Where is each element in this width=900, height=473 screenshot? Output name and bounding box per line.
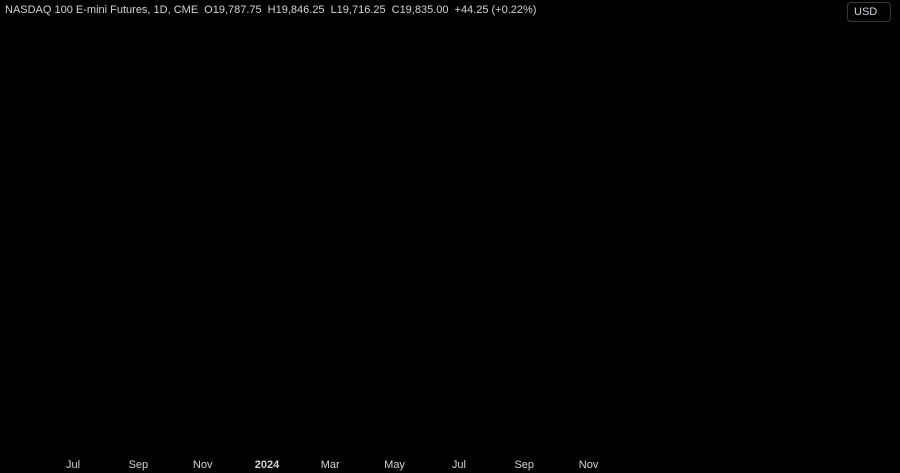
time-tick-label: Nov [579, 459, 599, 471]
time-tick-label: May [384, 459, 405, 471]
currency-button[interactable]: USD [847, 2, 891, 22]
close-value: C19,835.00 [391, 4, 449, 16]
low-value: L19,716.25 [330, 4, 386, 16]
high-value: H19,846.25 [267, 4, 325, 16]
time-tick-label: Sep [514, 459, 534, 471]
time-tick-label: Mar [321, 459, 340, 471]
open-value: O19,787.75 [204, 4, 262, 16]
time-tick-label: Jul [66, 459, 80, 471]
time-tick-label: 2024 [255, 459, 280, 471]
time-tick-label: Sep [129, 459, 149, 471]
change-value: +44.25 (+0.22%) [454, 4, 537, 16]
time-axis: Jul Sep Nov 2024 Mar May Jul Sep Nov [66, 459, 599, 471]
symbol-title: NASDAQ 100 E-mini Futures, 1D, CME [5, 4, 199, 16]
time-tick-label: Nov [193, 459, 213, 471]
symbol-legend: NASDAQ 100 E-mini Futures, 1D, CME O19,7… [5, 4, 536, 16]
time-tick-label: Jul [452, 459, 466, 471]
